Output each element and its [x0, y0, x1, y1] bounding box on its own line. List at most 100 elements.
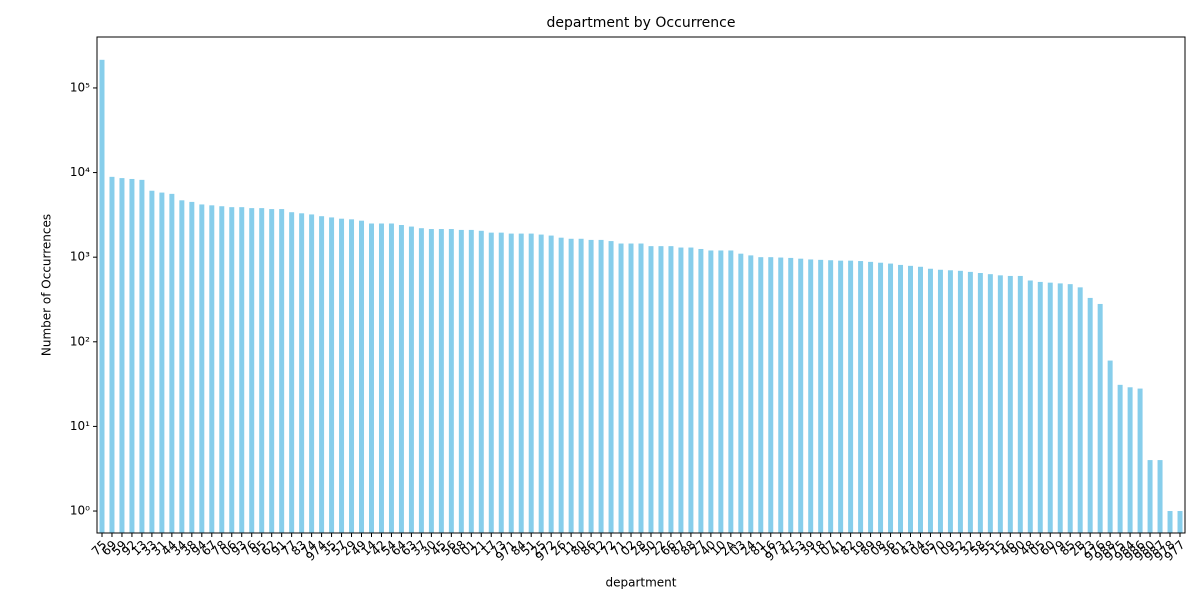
bar [498, 232, 504, 533]
bar [1177, 511, 1183, 533]
bar [947, 270, 953, 533]
bar [608, 241, 614, 533]
bar [798, 258, 804, 533]
bar [398, 225, 404, 533]
y-tick-label: 10⁰ [70, 504, 90, 518]
bar [1027, 280, 1033, 533]
y-tick-label: 10⁵ [70, 80, 90, 94]
bar [678, 247, 684, 533]
bar [917, 266, 923, 533]
bar [778, 257, 784, 533]
bar [1087, 297, 1093, 533]
bar [428, 229, 434, 533]
bar [568, 238, 574, 533]
bar [818, 259, 824, 533]
bar [179, 200, 185, 533]
bar [708, 250, 714, 533]
bar [279, 209, 285, 533]
bar [908, 265, 913, 533]
bar [648, 246, 654, 533]
bar [149, 190, 155, 533]
bar [1117, 384, 1123, 533]
bar [808, 259, 814, 533]
bar [1147, 460, 1153, 533]
bar [1097, 303, 1103, 533]
bar [189, 201, 195, 533]
bar [927, 268, 933, 533]
bar [249, 208, 255, 534]
bar [109, 176, 115, 534]
bar [937, 269, 943, 533]
bar [408, 226, 414, 533]
bar [598, 239, 604, 533]
bar [99, 59, 105, 533]
bar [768, 257, 774, 533]
bar [588, 239, 594, 533]
y-tick-label: 10² [70, 334, 90, 348]
bar [309, 214, 315, 533]
bar [538, 234, 544, 534]
bar [888, 263, 894, 533]
bar [339, 218, 345, 534]
bar [718, 250, 724, 533]
bar [1017, 275, 1023, 533]
bar [1037, 281, 1043, 533]
bar [259, 208, 265, 534]
bar [558, 237, 564, 533]
bar [838, 260, 844, 533]
bar [618, 243, 624, 533]
bar [458, 229, 464, 533]
bar [438, 229, 444, 533]
bar [1057, 283, 1063, 533]
bar [748, 255, 754, 533]
bar [1127, 387, 1133, 533]
bar [329, 217, 335, 533]
bar [199, 204, 205, 533]
bar [209, 205, 215, 533]
bar [229, 207, 235, 533]
bar [349, 219, 355, 533]
bar [129, 178, 135, 533]
bar [388, 223, 394, 534]
bar [289, 212, 295, 533]
bar [957, 270, 963, 533]
bar [488, 232, 494, 533]
bar [997, 275, 1003, 533]
bar [448, 229, 454, 533]
bar [378, 223, 384, 534]
bar [728, 250, 734, 533]
bar [359, 220, 365, 533]
y-tick-label: 10¹ [70, 419, 90, 433]
bar [698, 248, 704, 533]
y-axis-label: Number of Occurrences [40, 214, 54, 356]
bar [688, 247, 694, 533]
bar [628, 243, 634, 533]
y-tick-label: 10³ [70, 250, 90, 264]
bar [1067, 284, 1073, 533]
chart-title: department by Occurrence [547, 15, 736, 31]
bar [638, 243, 644, 533]
bar [299, 213, 305, 533]
bar [219, 206, 225, 533]
bar [468, 229, 474, 533]
bar [159, 192, 165, 533]
bar [1077, 287, 1083, 533]
bar [518, 233, 524, 533]
bar [528, 233, 534, 533]
bar [1047, 282, 1053, 533]
bar [578, 238, 584, 533]
bar [848, 260, 854, 533]
bar [319, 216, 325, 533]
bar [967, 271, 973, 533]
bar [508, 233, 514, 533]
bar [1157, 460, 1163, 533]
bar [239, 207, 245, 533]
bar [139, 179, 145, 533]
plot-frame [96, 36, 1186, 534]
bar [668, 246, 674, 533]
bar [858, 261, 864, 533]
bar [878, 262, 884, 533]
bar [1167, 511, 1173, 533]
bar [868, 261, 874, 533]
